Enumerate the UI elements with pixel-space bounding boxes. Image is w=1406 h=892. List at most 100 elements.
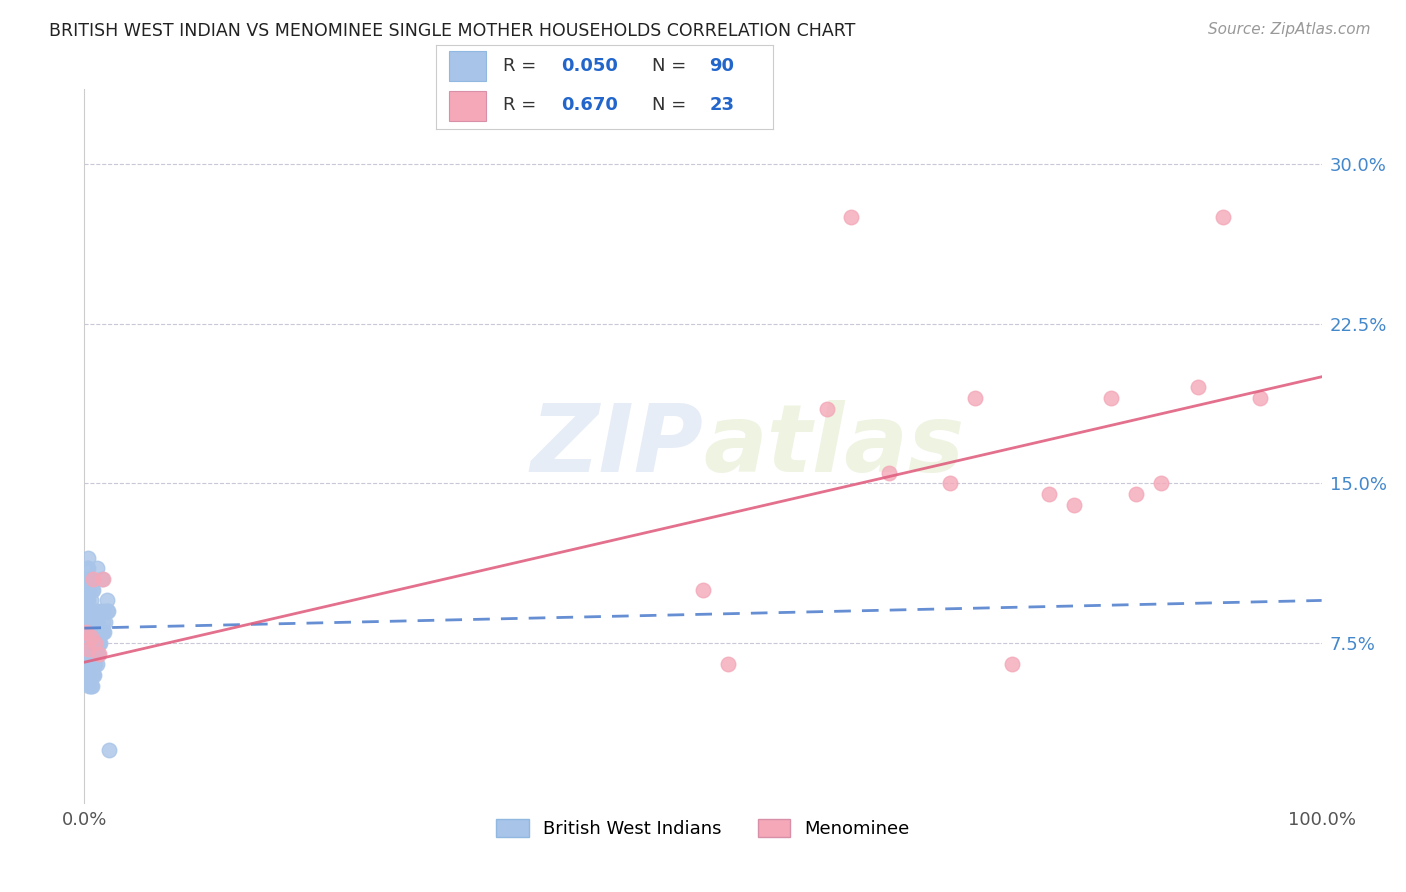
Point: [80, 582, 103, 597]
Point: [1001, 657, 1024, 672]
Point: [80, 668, 103, 682]
Point: [1038, 487, 1060, 501]
Point: [79, 572, 101, 586]
Point: [83, 625, 105, 640]
Point: [93, 604, 115, 618]
Point: [86, 657, 108, 672]
Text: R =: R =: [503, 57, 543, 75]
Point: [79, 593, 101, 607]
Point: [79, 647, 101, 661]
Point: [98, 742, 121, 756]
Text: 23: 23: [709, 96, 734, 114]
Point: [76, 604, 98, 618]
Point: [76, 625, 98, 640]
Point: [77, 550, 100, 565]
Point: [77, 593, 100, 607]
Point: [96, 593, 118, 607]
Point: [76, 647, 98, 661]
Point: [77, 561, 100, 575]
Point: [86, 615, 108, 629]
Point: [91, 572, 114, 586]
Point: [76, 647, 98, 661]
Point: [77, 636, 100, 650]
Point: [75, 615, 97, 629]
Point: [79, 657, 101, 672]
Point: [77, 572, 100, 586]
Point: [77, 625, 100, 640]
Point: [79, 582, 101, 597]
Point: [75, 625, 97, 640]
Point: [79, 647, 101, 661]
Text: 0.050: 0.050: [561, 57, 617, 75]
Point: [79, 604, 101, 618]
Point: [80, 657, 103, 672]
Point: [80, 636, 103, 650]
Point: [91, 625, 114, 640]
Point: [83, 657, 105, 672]
Point: [82, 647, 104, 661]
Point: [76, 636, 98, 650]
Point: [76, 561, 98, 575]
Point: [87, 636, 110, 650]
Point: [77, 647, 100, 661]
Point: [77, 582, 100, 597]
Point: [80, 647, 103, 661]
Point: [1249, 391, 1271, 405]
Point: [83, 647, 105, 661]
FancyBboxPatch shape: [450, 52, 486, 81]
Point: [89, 636, 111, 650]
Point: [77, 604, 100, 618]
Point: [77, 657, 100, 672]
Point: [79, 625, 101, 640]
Point: [89, 636, 111, 650]
Point: [89, 625, 111, 640]
Point: [76, 593, 98, 607]
Point: [77, 642, 100, 657]
Point: [1125, 487, 1147, 501]
Point: [84, 625, 107, 640]
Legend: British West Indians, Menominee: British West Indians, Menominee: [486, 810, 920, 847]
Text: 0.670: 0.670: [561, 96, 617, 114]
Point: [1063, 498, 1085, 512]
Point: [717, 657, 740, 672]
Point: [91, 615, 114, 629]
Point: [815, 401, 838, 416]
Point: [82, 657, 104, 672]
Point: [75, 593, 97, 607]
FancyBboxPatch shape: [450, 91, 486, 120]
Point: [1212, 210, 1234, 224]
Point: [692, 582, 714, 597]
Point: [97, 604, 120, 618]
Point: [79, 679, 101, 693]
Text: ZIP: ZIP: [530, 400, 703, 492]
Point: [84, 604, 107, 618]
Point: [80, 604, 103, 618]
Point: [1150, 476, 1173, 491]
Point: [79, 679, 101, 693]
Point: [75, 604, 97, 618]
Point: [94, 615, 117, 629]
Point: [79, 630, 101, 644]
Point: [79, 625, 101, 640]
Point: [965, 391, 987, 405]
Point: [76, 582, 98, 597]
Text: R =: R =: [503, 96, 543, 114]
Point: [79, 636, 101, 650]
Point: [79, 604, 101, 618]
Point: [93, 625, 115, 640]
Point: [77, 615, 100, 629]
Point: [84, 657, 107, 672]
Point: [90, 572, 112, 586]
Point: [86, 561, 108, 575]
Point: [1187, 380, 1209, 394]
Point: [83, 615, 105, 629]
Point: [89, 647, 111, 661]
Point: [76, 615, 98, 629]
Point: [82, 636, 104, 650]
Point: [80, 679, 103, 693]
Text: atlas: atlas: [703, 400, 965, 492]
Point: [83, 668, 105, 682]
Point: [84, 647, 107, 661]
Point: [84, 636, 107, 650]
Point: [87, 647, 110, 661]
